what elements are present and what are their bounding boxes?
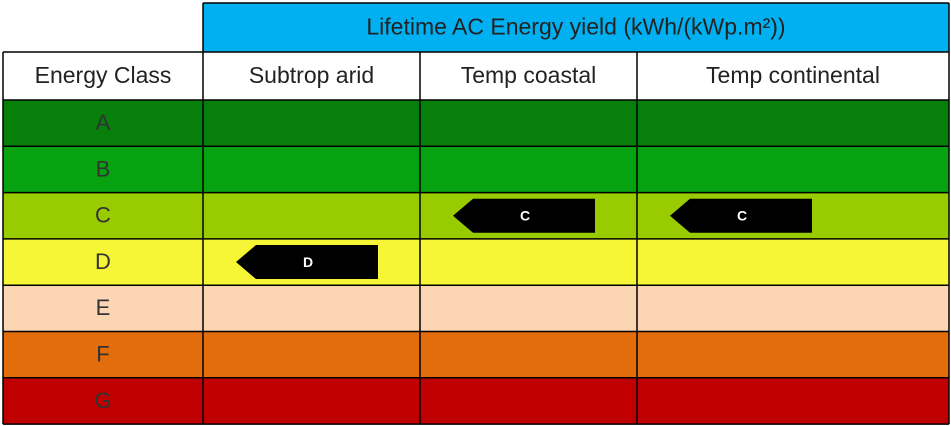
cell-fills <box>3 3 949 425</box>
class-row <box>3 238 949 286</box>
title: Lifetime AC Energy yield (kWh/(kWp.m²)) <box>366 14 785 40</box>
column-header: Subtrop arid <box>249 62 374 88</box>
rating-arrow <box>670 198 812 233</box>
rating-label: D <box>303 254 313 270</box>
class-row <box>3 377 949 425</box>
class-label: F <box>96 341 109 366</box>
class-label: G <box>94 388 111 413</box>
rating-label: C <box>520 207 530 223</box>
rating-label: C <box>737 207 747 223</box>
column-header: Temp coastal <box>461 62 597 88</box>
rating-arrow <box>453 198 595 233</box>
class-label: C <box>95 203 111 228</box>
class-row <box>3 331 949 378</box>
class-row <box>3 146 949 193</box>
rating-arrow <box>236 245 378 280</box>
column-header: Temp continental <box>706 62 880 88</box>
class-label: B <box>96 156 111 181</box>
title-cell <box>203 3 949 52</box>
column-header: Energy Class <box>35 62 172 88</box>
class-row <box>3 100 949 147</box>
class-label: A <box>96 110 111 135</box>
class-label: E <box>96 295 111 320</box>
class-label: D <box>95 249 111 274</box>
class-row <box>3 285 949 332</box>
texts: Lifetime AC Energy yield (kWh/(kWp.m²)) E… <box>35 14 880 413</box>
